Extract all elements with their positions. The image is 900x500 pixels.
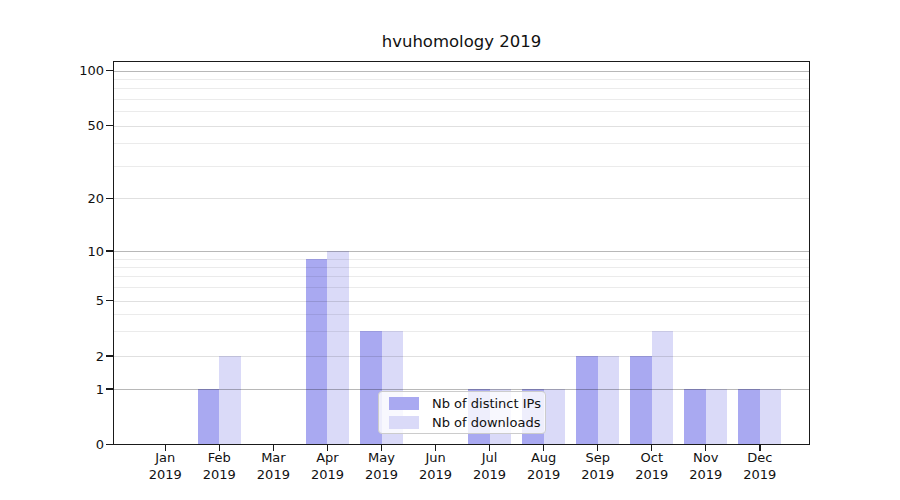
x-tick-label-nov: Nov2019 (679, 450, 733, 483)
x-tick-year-dec: 2019 (733, 467, 787, 484)
download-stats-figure: hvuhomology 2019 1005020105210Jan2019Feb… (0, 0, 900, 500)
x-tick-month-sep: Sep (571, 450, 625, 467)
y-tick-0 (106, 444, 113, 445)
gridline-y-1 (113, 389, 810, 390)
y-tick-label-10: 10 (64, 244, 104, 259)
legend-item-distinct-ips: Nb of distinct IPs (389, 396, 535, 411)
gridline-y-40 (113, 143, 810, 144)
chart-title: hvuhomology 2019 (113, 32, 810, 51)
x-tick-year-feb: 2019 (192, 467, 246, 484)
gridline-y-10 (113, 251, 810, 252)
legend-label-distinct-ips: Nb of distinct IPs (432, 396, 541, 411)
bar-oct-downloads (652, 331, 674, 444)
gridline-y-50 (113, 126, 810, 127)
legend-swatch-distinct-ips (389, 397, 419, 410)
y-tick-50 (106, 125, 113, 126)
bar-sep-downloads (598, 356, 620, 445)
gridline-y-6 (113, 287, 810, 288)
x-tick-year-apr: 2019 (300, 467, 354, 484)
y-tick-10 (106, 250, 113, 251)
legend-label-downloads: Nb of downloads (432, 415, 540, 430)
bar-feb-downloads (219, 356, 241, 445)
plot-frame (113, 61, 810, 445)
x-tick-month-nov: Nov (679, 450, 733, 467)
legend-swatch-downloads (389, 416, 419, 429)
gridline-y-90 (113, 79, 810, 80)
x-tick-year-aug: 2019 (517, 467, 571, 484)
x-tick-label-oct: Oct2019 (625, 450, 679, 483)
x-tick-month-feb: Feb (192, 450, 246, 467)
x-tick-month-jan: Jan (138, 450, 192, 467)
x-tick-month-aug: Aug (517, 450, 571, 467)
gridline-y-4 (113, 314, 810, 315)
x-tick-month-oct: Oct (625, 450, 679, 467)
y-tick-20 (106, 198, 113, 199)
gridline-y-5 (113, 301, 810, 302)
x-tick-year-jan: 2019 (138, 467, 192, 484)
x-tick-label-dec: Dec2019 (733, 450, 787, 483)
x-tick-label-jun: Jun2019 (409, 450, 463, 483)
x-tick-label-jul: Jul2019 (463, 450, 517, 483)
x-tick-label-mar: Mar2019 (246, 450, 300, 483)
bar-oct-distinct-ips (630, 356, 652, 445)
bar-apr-distinct-ips (306, 259, 328, 445)
bar-nov-distinct-ips (684, 389, 706, 445)
x-tick-month-jun: Jun (409, 450, 463, 467)
x-tick-month-apr: Apr (300, 450, 354, 467)
y-tick-label-20: 20 (64, 191, 104, 206)
y-tick-label-50: 50 (64, 118, 104, 133)
bar-dec-distinct-ips (738, 389, 760, 445)
x-tick-label-jan: Jan2019 (138, 450, 192, 483)
x-tick-year-nov: 2019 (679, 467, 733, 484)
bar-nov-downloads (706, 389, 728, 445)
y-tick-100 (106, 70, 113, 71)
x-tick-label-feb: Feb2019 (192, 450, 246, 483)
gridline-y-2 (113, 356, 810, 357)
bar-feb-distinct-ips (198, 389, 220, 445)
x-tick-year-oct: 2019 (625, 467, 679, 484)
y-tick-label-0: 0 (64, 437, 104, 452)
bar-dec-downloads (760, 389, 782, 445)
x-tick-year-jun: 2019 (409, 467, 463, 484)
bar-sep-distinct-ips (576, 356, 598, 445)
bar-apr-downloads (327, 251, 349, 445)
gridline-y-60 (113, 111, 810, 112)
gridline-y-8 (113, 267, 810, 268)
gridline-y-7 (113, 276, 810, 277)
gridline-y-80 (113, 88, 810, 89)
gridline-y-20 (113, 198, 810, 199)
gridline-y-3 (113, 331, 810, 332)
y-tick-label-2: 2 (64, 349, 104, 364)
x-tick-year-sep: 2019 (571, 467, 625, 484)
gridline-y-70 (113, 99, 810, 100)
gridline-y-30 (113, 166, 810, 167)
bar-aug-downloads (544, 389, 566, 445)
gridline-y-100 (113, 71, 810, 72)
x-tick-month-mar: Mar (246, 450, 300, 467)
legend-item-downloads: Nb of downloads (389, 415, 535, 430)
x-tick-label-may: May2019 (355, 450, 409, 483)
y-tick-5 (106, 300, 113, 301)
x-tick-year-jul: 2019 (463, 467, 517, 484)
y-tick-1 (106, 388, 113, 389)
x-tick-label-aug: Aug2019 (517, 450, 571, 483)
x-tick-month-jul: Jul (463, 450, 517, 467)
y-tick-label-1: 1 (64, 382, 104, 397)
gridline-y-9 (113, 259, 810, 260)
x-tick-label-sep: Sep2019 (571, 450, 625, 483)
x-tick-month-dec: Dec (733, 450, 787, 467)
x-tick-label-apr: Apr2019 (300, 450, 354, 483)
x-tick-month-may: May (355, 450, 409, 467)
x-tick-year-may: 2019 (355, 467, 409, 484)
x-tick-year-mar: 2019 (246, 467, 300, 484)
y-tick-2 (106, 355, 113, 356)
y-tick-label-100: 100 (64, 63, 104, 78)
y-tick-label-5: 5 (64, 293, 104, 308)
legend: Nb of distinct IPs Nb of downloads (378, 391, 546, 434)
